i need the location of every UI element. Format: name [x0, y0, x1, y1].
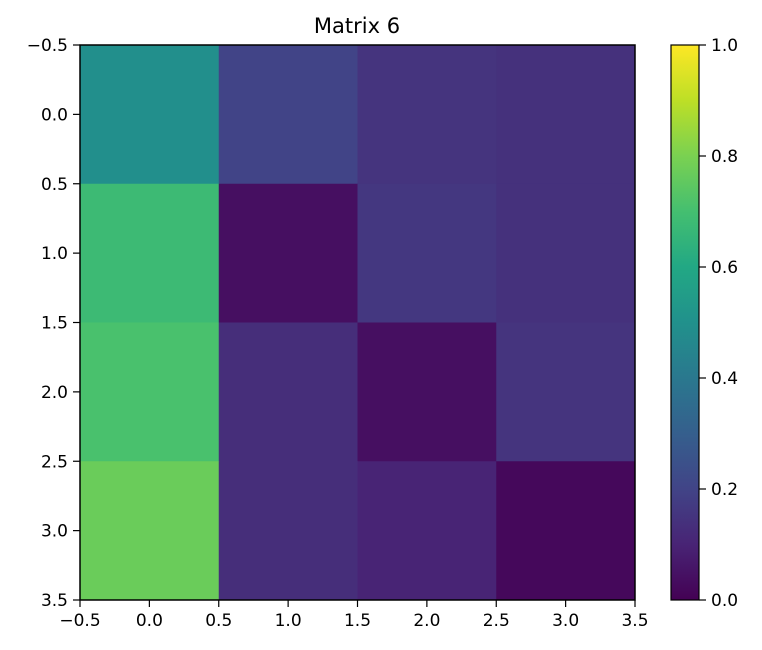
y-tick-label: 1.5 — [41, 314, 68, 334]
colorbar — [671, 45, 699, 600]
y-tick-label: 2.5 — [41, 452, 68, 472]
heatmap-cell — [218, 322, 358, 462]
y-tick-label: 3.5 — [41, 591, 68, 611]
y-tick-label: −0.5 — [27, 36, 68, 56]
heatmap-cell — [218, 461, 358, 601]
heatmap-cell — [80, 183, 220, 323]
x-axis: −0.5 0.0 0.5 1.0 1.5 2.0 2.5 3.0 3.5 — [59, 600, 649, 631]
x-tick-label: 3.5 — [621, 611, 648, 631]
x-tick-label: 0.0 — [136, 611, 163, 631]
colorbar-tick-label: 0.6 — [711, 258, 738, 278]
x-tick-label: 1.0 — [275, 611, 302, 631]
heatmap-cell — [357, 183, 497, 323]
heatmap-cell — [80, 45, 220, 185]
y-tick-label: 0.5 — [41, 175, 68, 195]
heatmap-cell — [218, 45, 358, 185]
colorbar-frame — [670, 44, 700, 601]
colorbar-tick-label: 0.8 — [711, 147, 738, 167]
y-tick-label: 2.0 — [41, 383, 68, 403]
y-tick-label: 3.0 — [41, 522, 68, 542]
chart-title: Matrix 6 — [314, 14, 400, 38]
heatmap-cell — [496, 183, 636, 323]
colorbar-tick-label: 0.0 — [711, 591, 738, 611]
colorbar-axis: 0.0 0.2 0.4 0.6 0.8 1.0 — [699, 36, 738, 611]
colorbar-tick-label: 0.4 — [711, 369, 738, 389]
heatmap-cells — [80, 45, 636, 601]
heatmap-cell — [496, 45, 636, 185]
y-tick-label: 0.0 — [41, 105, 68, 125]
y-tick-label: 1.0 — [41, 244, 68, 264]
heatmap-cell — [357, 45, 497, 185]
x-tick-label: 2.0 — [413, 611, 440, 631]
heatmap-cell — [357, 461, 497, 601]
heatmap-cell — [80, 461, 220, 601]
y-axis: −0.5 0.0 0.5 1.0 1.5 2.0 2.5 3.0 3.5 — [27, 36, 80, 611]
colorbar-tick-label: 0.2 — [711, 480, 738, 500]
heatmap-cell — [496, 322, 636, 462]
heatmap-cell — [496, 461, 636, 601]
heatmap-cell — [357, 322, 497, 462]
x-tick-label: −0.5 — [59, 611, 100, 631]
colorbar-tick-label: 1.0 — [711, 36, 738, 56]
x-tick-label: 3.0 — [552, 611, 579, 631]
x-tick-label: 2.5 — [483, 611, 510, 631]
heatmap-cell — [218, 183, 358, 323]
x-tick-label: 0.5 — [205, 611, 232, 631]
x-tick-label: 1.5 — [344, 611, 371, 631]
heatmap-cell — [80, 322, 220, 462]
